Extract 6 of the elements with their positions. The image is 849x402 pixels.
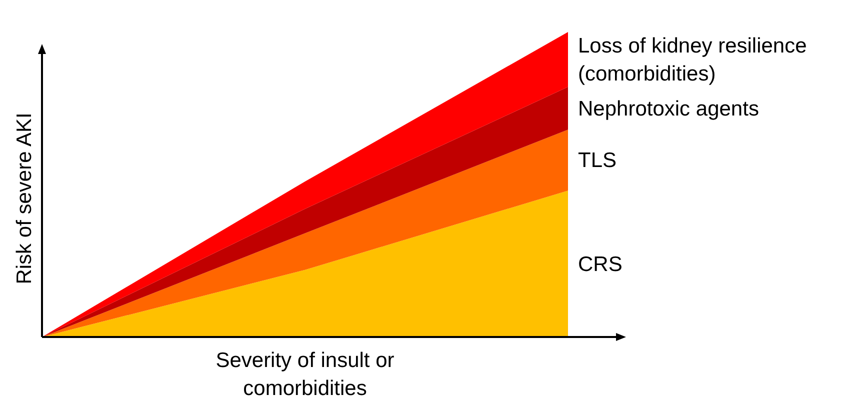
y-axis-title: Risk of severe AKI <box>13 112 36 284</box>
series-label: Nephrotoxic agents <box>578 97 759 120</box>
x-axis-title: Severity of insult or comorbidities <box>216 349 394 400</box>
series-label: Loss of kidney resilience (comorbidities) <box>578 34 807 86</box>
series-label: CRS <box>578 252 622 276</box>
series-label: TLS <box>578 149 617 172</box>
